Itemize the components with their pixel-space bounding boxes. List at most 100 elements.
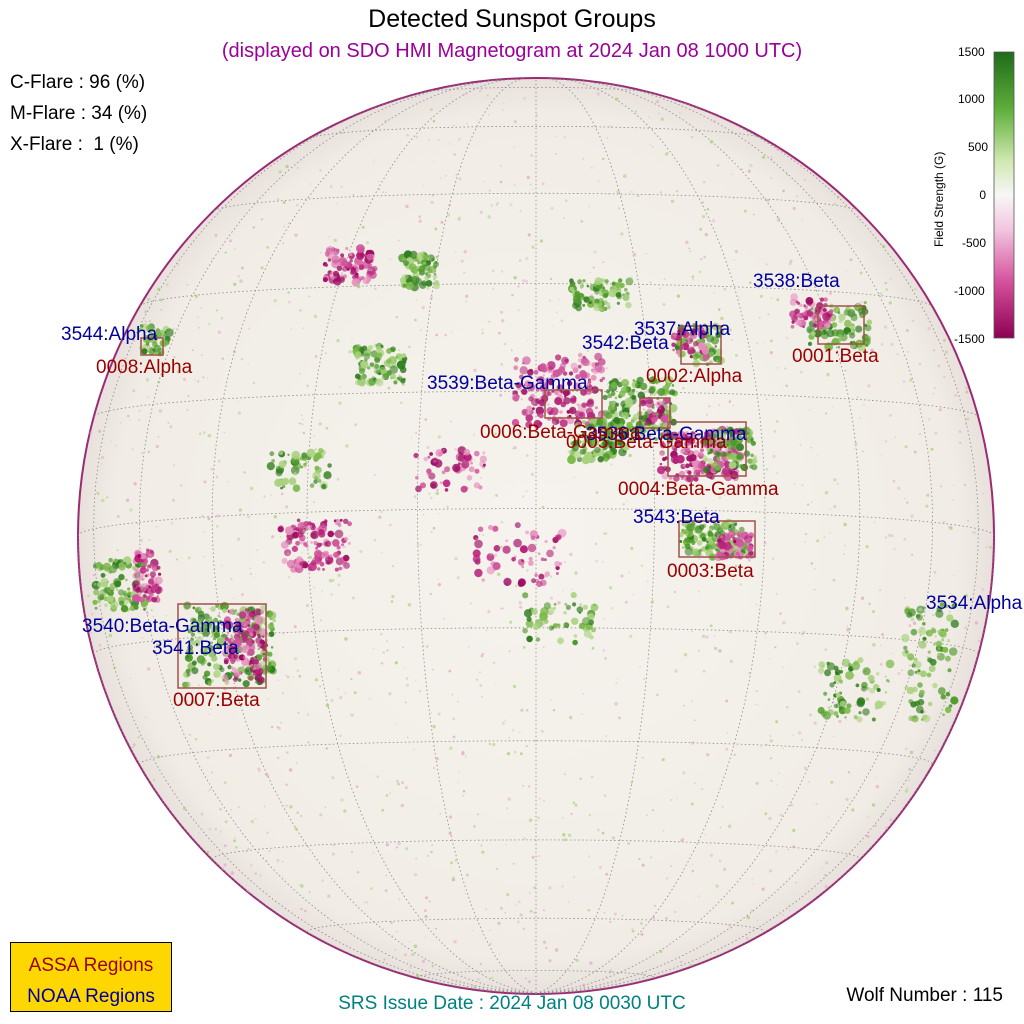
noaa-region-label: 3538:Beta — [753, 271, 840, 292]
field-speckle — [531, 245, 535, 249]
field-patch — [856, 716, 863, 723]
field-patch — [349, 259, 353, 263]
field-patch — [100, 572, 106, 578]
field-patch — [748, 532, 755, 539]
field-patch — [205, 618, 214, 627]
field-patch — [679, 540, 683, 543]
field-patch — [493, 545, 501, 552]
field-speckle — [720, 244, 723, 246]
field-speckle — [275, 465, 279, 469]
field-speckle — [495, 494, 498, 497]
field-speckle — [374, 287, 377, 291]
field-patch — [724, 534, 732, 542]
field-patch — [324, 251, 330, 257]
field-speckle — [533, 886, 536, 889]
field-speckle — [141, 636, 144, 639]
field-speckle — [341, 566, 345, 570]
field-speckle — [563, 838, 567, 842]
field-speckle — [833, 478, 837, 482]
field-speckle — [356, 284, 361, 289]
field-patch — [657, 402, 661, 406]
field-speckle — [515, 360, 518, 363]
field-patch — [818, 661, 826, 668]
field-speckle — [354, 423, 358, 427]
field-patch — [662, 431, 668, 437]
field-speckle — [697, 649, 700, 652]
field-speckle — [901, 669, 904, 672]
field-speckle — [416, 542, 420, 546]
field-speckle — [385, 874, 387, 877]
field-patch — [665, 382, 671, 388]
field-patch — [381, 376, 385, 380]
field-speckle — [728, 630, 733, 634]
field-speckle — [766, 198, 770, 202]
field-speckle — [549, 699, 552, 701]
field-patch — [640, 399, 647, 407]
field-patch — [280, 486, 283, 490]
field-patch — [911, 715, 919, 723]
field-speckle — [692, 278, 694, 281]
field-patch — [145, 568, 149, 572]
field-patch — [272, 619, 276, 623]
field-speckle — [389, 258, 391, 261]
field-patch — [114, 580, 122, 588]
field-patch — [347, 521, 352, 527]
field-speckle — [903, 597, 906, 599]
field-patch — [691, 548, 700, 557]
field-patch — [216, 643, 223, 650]
field-speckle — [952, 484, 955, 487]
field-patch — [581, 420, 586, 424]
field-patch — [94, 606, 98, 610]
field-speckle — [623, 174, 627, 178]
field-speckle — [325, 426, 329, 430]
field-speckle — [266, 859, 268, 862]
field-speckle — [259, 874, 262, 877]
field-speckle — [809, 713, 813, 717]
field-patch — [521, 388, 528, 395]
field-speckle — [795, 881, 798, 884]
field-speckle — [214, 233, 218, 237]
field-patch — [417, 260, 421, 265]
field-speckle — [614, 912, 617, 916]
field-patch — [660, 442, 666, 449]
field-patch — [700, 448, 704, 453]
field-speckle — [801, 219, 803, 221]
field-speckle — [146, 667, 151, 671]
field-speckle — [105, 574, 107, 576]
field-patch — [296, 518, 301, 523]
field-patch — [622, 429, 626, 433]
field-patch — [950, 619, 959, 628]
field-speckle — [860, 301, 863, 303]
field-patch — [333, 270, 339, 277]
field-speckle — [413, 495, 417, 499]
field-patch — [223, 659, 229, 665]
field-patch — [400, 378, 406, 384]
field-patch — [135, 586, 141, 592]
field-speckle — [135, 577, 139, 581]
field-patch — [155, 586, 163, 594]
field-patch — [910, 701, 917, 708]
field-patch — [528, 560, 534, 566]
field-patch — [577, 433, 581, 438]
field-speckle — [731, 901, 735, 905]
field-speckle — [660, 117, 664, 121]
field-speckle — [396, 930, 398, 933]
field-speckle — [879, 589, 881, 592]
field-speckle — [282, 242, 284, 244]
field-speckle — [768, 816, 772, 821]
field-speckle — [320, 619, 322, 622]
field-speckle — [172, 327, 175, 330]
field-patch — [157, 345, 161, 349]
field-speckle — [336, 339, 340, 343]
field-speckle — [227, 354, 230, 356]
field-speckle — [776, 147, 780, 151]
field-patch — [871, 717, 876, 722]
field-speckle — [662, 303, 666, 306]
field-patch — [681, 545, 685, 550]
field-patch — [513, 538, 522, 548]
field-patch — [332, 539, 340, 547]
field-speckle — [318, 422, 322, 426]
field-patch — [543, 602, 551, 610]
field-patch — [356, 244, 365, 253]
field-speckle — [338, 669, 340, 671]
